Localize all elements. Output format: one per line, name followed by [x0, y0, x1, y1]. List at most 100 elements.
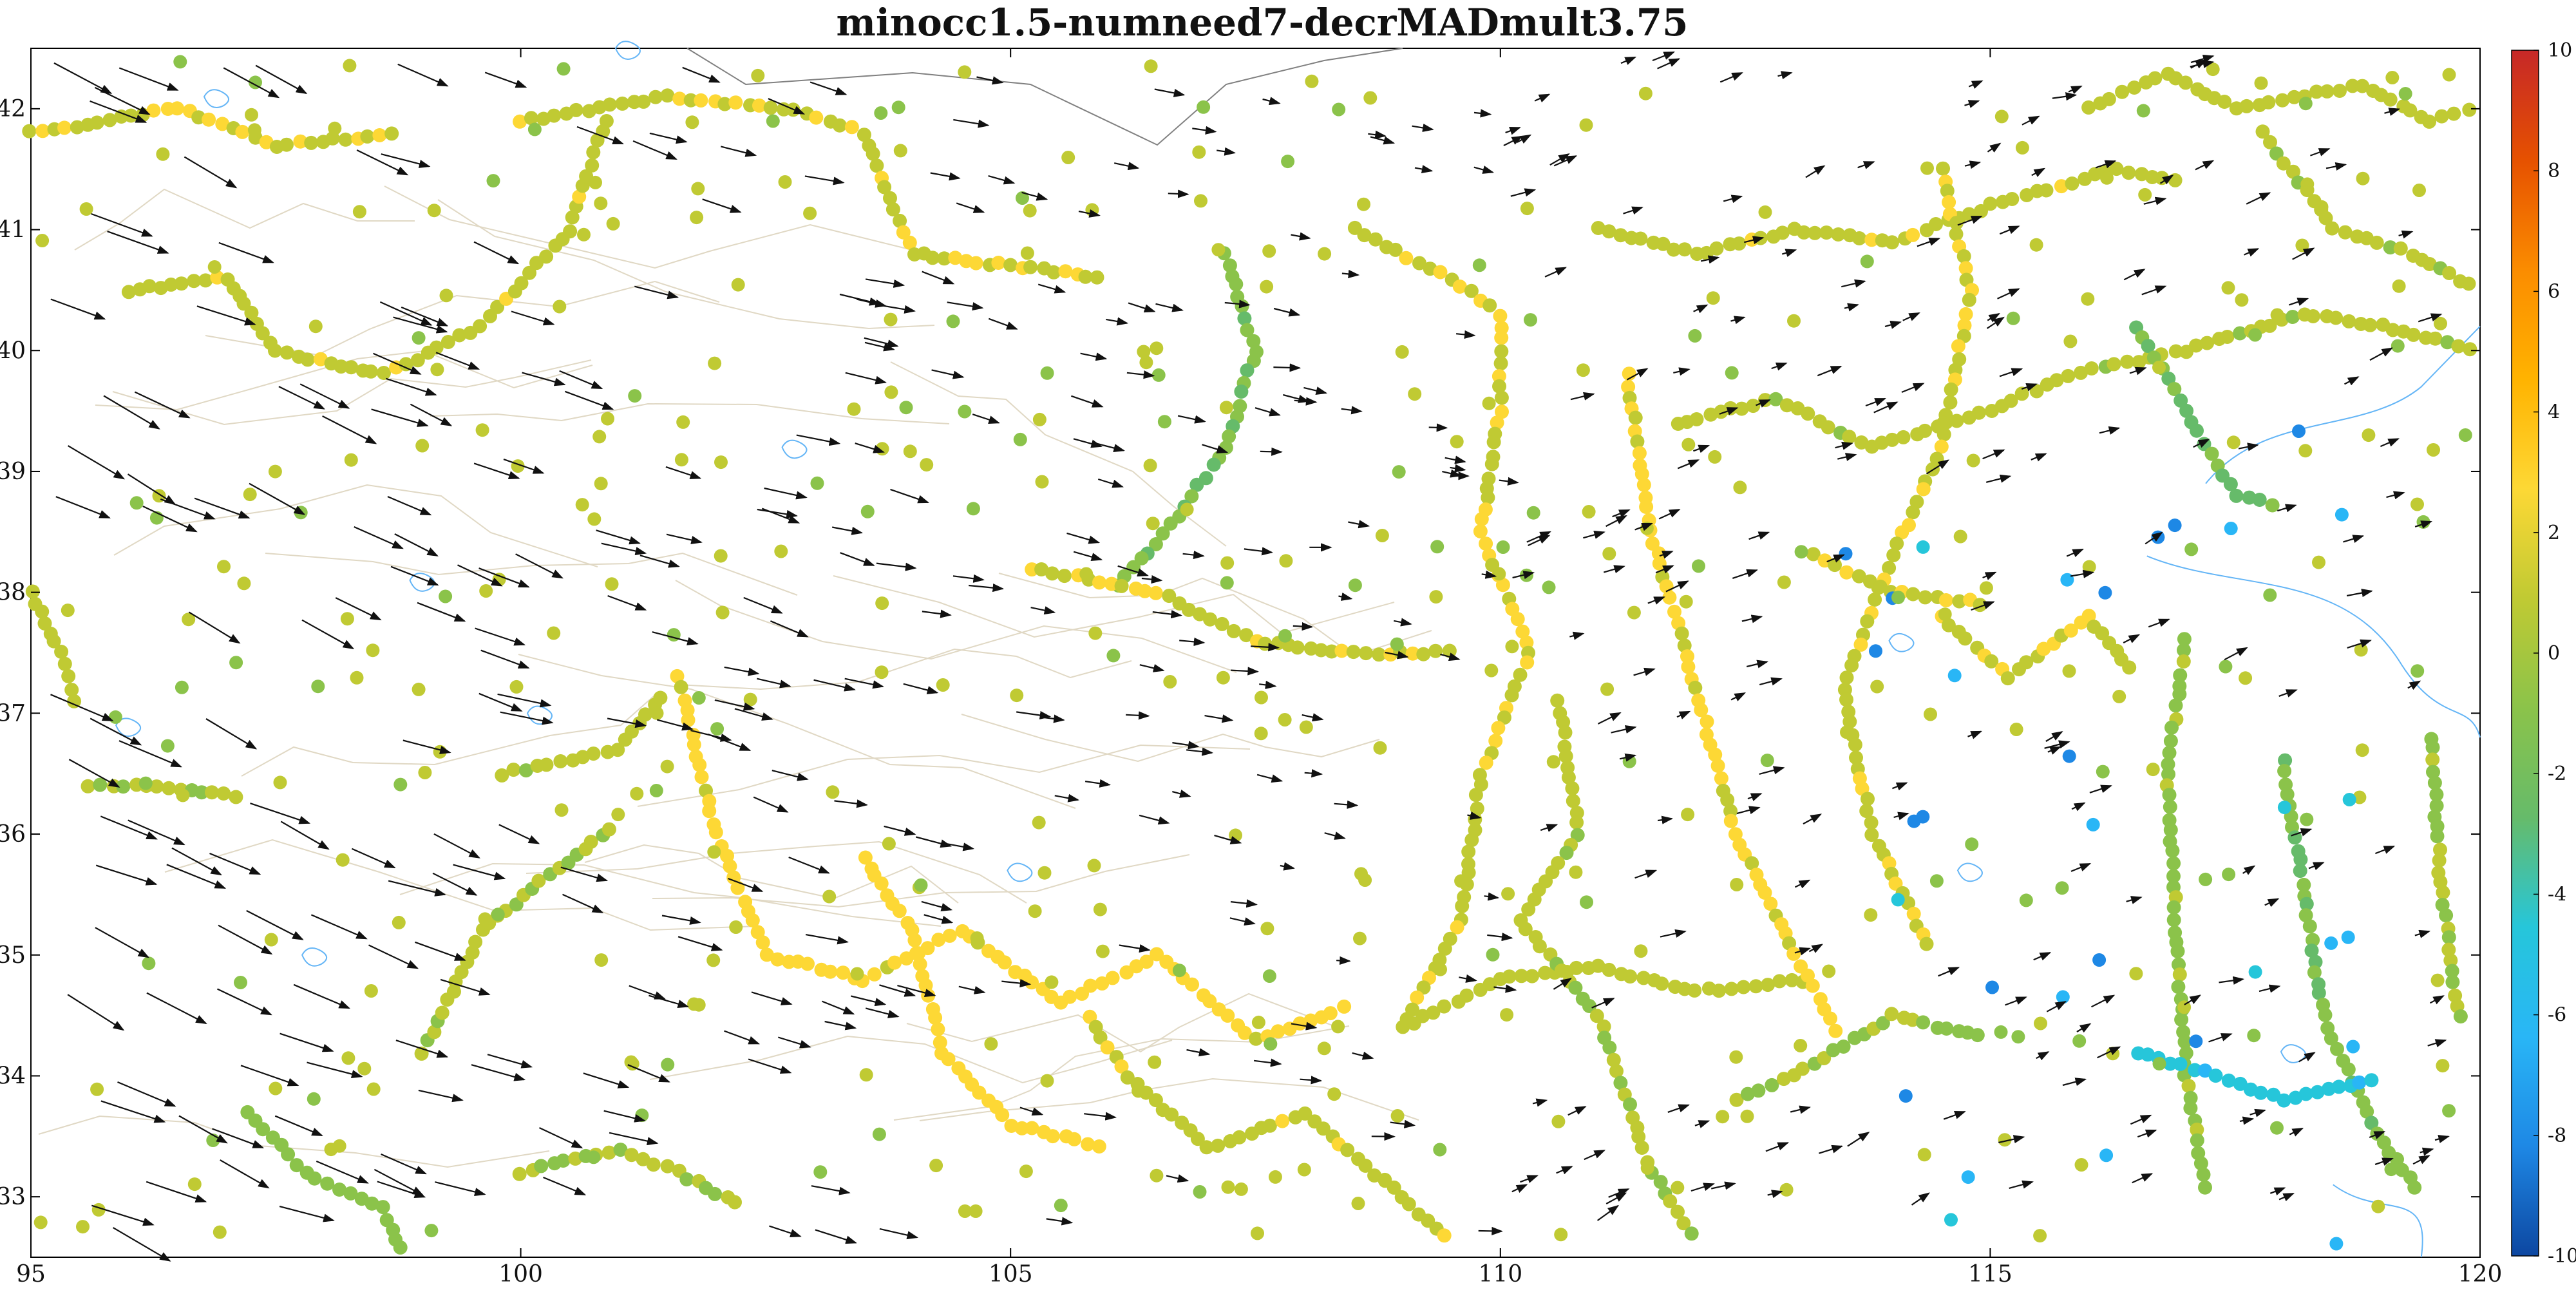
station-marker: [589, 175, 602, 189]
station-marker: [1631, 1130, 1646, 1144]
velocity-arrow: [50, 694, 114, 721]
station-marker: [810, 476, 824, 490]
velocity-arrow: [768, 98, 806, 115]
station-marker: [1211, 243, 1226, 257]
station-marker: [1709, 241, 1724, 256]
station-marker: [256, 1122, 270, 1137]
station-marker: [1681, 660, 1696, 674]
station-marker: [1219, 401, 1233, 415]
station-marker: [187, 1177, 202, 1192]
velocity-arrow: [184, 156, 238, 189]
station-marker: [2183, 1101, 2198, 1116]
velocity-arrow: [724, 666, 760, 676]
station-marker: [2360, 1104, 2374, 1119]
station-marker: [2384, 1163, 2398, 1177]
station-marker: [412, 682, 426, 696]
station-marker: [605, 577, 619, 591]
station-marker: [392, 915, 406, 929]
station-marker: [611, 808, 625, 822]
velocity-arrow: [415, 941, 466, 961]
station-marker: [611, 743, 625, 757]
station-marker: [1120, 1070, 1135, 1085]
station-marker: [653, 690, 668, 705]
station-marker: [1864, 828, 1879, 842]
station-marker: [2177, 1034, 2192, 1049]
velocity-arrow: [796, 434, 841, 446]
station-marker: [2222, 868, 2236, 882]
velocity-arrow: [596, 529, 641, 545]
station-marker: [1671, 1181, 1685, 1195]
station-marker: [1761, 978, 1776, 993]
station-marker: [1106, 649, 1121, 663]
station-marker: [341, 1051, 355, 1065]
station-marker: [1794, 545, 1808, 559]
station-marker: [1433, 1143, 1447, 1157]
station-marker: [2276, 156, 2291, 171]
velocity-arrow: [417, 602, 466, 622]
velocity-arrow: [2420, 1147, 2434, 1156]
station-marker: [1486, 947, 1500, 962]
station-marker: [1891, 591, 1905, 605]
station-marker: [1114, 1059, 1129, 1074]
velocity-arrow: [770, 620, 809, 638]
station-marker: [479, 584, 493, 598]
velocity-arrow: [1911, 1192, 1930, 1206]
station-marker: [35, 604, 50, 619]
station-marker: [1681, 437, 1696, 451]
terrain-contour: [526, 841, 1027, 904]
station-marker: [1045, 975, 1059, 989]
velocity-arrow: [160, 498, 216, 520]
terrain-contour: [384, 185, 920, 269]
station-marker: [2220, 330, 2235, 344]
station-marker: [948, 251, 963, 265]
station-marker: [2162, 788, 2177, 803]
velocity-arrow: [2219, 976, 2245, 985]
velocity-arrow: [2278, 689, 2298, 698]
velocity-arrow: [1744, 236, 1765, 245]
station-marker: [1542, 580, 1556, 594]
station-marker: [2062, 749, 2076, 763]
velocity-arrow: [113, 1227, 171, 1262]
station-marker: [2009, 723, 2023, 736]
station-marker: [942, 928, 957, 943]
station-marker: [293, 134, 308, 149]
velocity-arrow: [1567, 1106, 1587, 1116]
station-marker: [1797, 225, 1812, 240]
station-marker: [2369, 235, 2384, 250]
velocity-arrow: [1224, 299, 1251, 309]
station-marker: [1401, 1197, 1416, 1211]
velocity-arrow: [1230, 899, 1258, 908]
station-marker: [2193, 1156, 2208, 1171]
station-marker: [234, 976, 247, 989]
velocity-arrow: [1511, 1184, 1528, 1193]
station-marker: [1454, 874, 1468, 888]
velocity-arrow: [930, 172, 961, 181]
station-marker: [1459, 988, 1474, 1003]
velocity-arrow: [2310, 148, 2331, 157]
station-marker: [2152, 361, 2166, 374]
velocity-arrow: [1730, 692, 1747, 701]
velocity-arrow: [50, 298, 106, 320]
station-marker: [452, 328, 467, 343]
station-marker: [1254, 727, 1268, 741]
station-marker: [2439, 908, 2454, 923]
velocity-arrow: [1771, 362, 1788, 371]
velocity-arrow: [1484, 892, 1500, 901]
velocity-arrow: [824, 1020, 857, 1031]
velocity-arrow: [1826, 554, 1845, 563]
velocity-arrow: [1803, 813, 1823, 825]
velocity-arrow: [876, 303, 916, 314]
station-marker: [752, 98, 766, 113]
station-marker: [2270, 308, 2284, 322]
station-marker: [565, 210, 580, 225]
terrain-contour: [906, 993, 1341, 1053]
station-marker: [340, 612, 354, 626]
station-marker: [2330, 1041, 2344, 1056]
velocity-arrow: [1700, 255, 1720, 264]
station-marker: [2432, 853, 2447, 868]
station-marker: [606, 216, 620, 231]
station-marker: [2188, 1063, 2202, 1078]
station-marker: [2265, 498, 2280, 513]
